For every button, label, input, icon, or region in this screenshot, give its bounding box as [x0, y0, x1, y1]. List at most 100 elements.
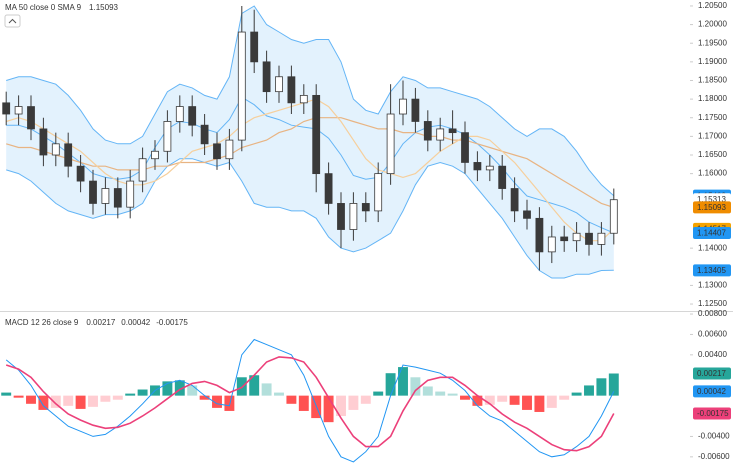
histogram-bar	[360, 395, 371, 404]
candle-body	[237, 31, 246, 141]
candle-body	[51, 143, 60, 156]
y-tick-label: -0.00600	[698, 452, 730, 461]
candle-body	[547, 236, 556, 253]
candle-body	[2, 102, 11, 115]
histogram-bar	[286, 395, 297, 404]
candle-body	[275, 76, 283, 93]
price-tag	[693, 407, 731, 420]
y-tick-label: 0.00400	[698, 350, 727, 359]
histogram-bar	[348, 395, 359, 410]
candle-body	[126, 180, 135, 208]
candle-body	[386, 113, 395, 175]
price-tag	[693, 264, 731, 277]
signal-line	[5, 356, 615, 452]
candle-body	[39, 128, 48, 156]
moving-average	[6, 98, 615, 242]
histogram-bar	[137, 389, 148, 396]
price-tag	[693, 226, 731, 239]
y-tick-label: 1.17000	[698, 131, 727, 140]
y-tick-label: 1.13000	[698, 281, 727, 290]
histogram-bar	[608, 373, 619, 396]
y-tick-label: 1.17500	[698, 113, 727, 122]
candle-body	[262, 61, 271, 93]
histogram-bar	[373, 391, 384, 396]
y-tick-label: 1.19000	[698, 57, 727, 66]
histogram-bar	[261, 383, 272, 396]
histogram-bar	[125, 393, 136, 396]
price-tag	[693, 367, 731, 380]
legend-value: -0.00175	[156, 318, 188, 327]
candle-body	[423, 121, 432, 141]
histogram-bar	[162, 381, 173, 396]
candle-body	[163, 121, 172, 152]
candle-body	[411, 98, 420, 122]
legend-value: 0.00042	[121, 318, 150, 327]
histogram-bar	[249, 375, 260, 396]
price-tag-label: 0.00217	[697, 369, 726, 378]
candle-body	[64, 143, 73, 167]
candle-body	[485, 165, 494, 171]
candle-body	[213, 143, 221, 160]
y-tick-label: 1.12500	[698, 299, 727, 308]
histogram-bar	[559, 395, 570, 400]
candle-body	[200, 124, 209, 145]
price-tag-label: 0.00042	[697, 387, 726, 396]
candle-body	[448, 128, 457, 134]
legend-label: MACD 12 26 close 9	[5, 318, 79, 327]
histogram-bar	[460, 395, 470, 400]
legend-value: 1.15093	[89, 3, 118, 12]
candle-body	[510, 188, 519, 212]
y-tick-label: 1.18500	[698, 76, 727, 85]
y-tick-label: 0.00600	[698, 330, 727, 339]
histogram-bar	[398, 367, 408, 396]
legend-value: 0.00217	[86, 318, 115, 327]
histogram-bar	[534, 395, 545, 412]
candle-body	[535, 217, 544, 253]
macd-line	[5, 338, 615, 463]
histogram-bar	[472, 395, 483, 406]
candle-body	[113, 188, 122, 208]
candle-body	[14, 106, 23, 115]
histogram-bar	[13, 395, 24, 398]
candle-body	[436, 128, 445, 141]
price-tag-label: 1.15093	[697, 203, 726, 212]
candle-body	[399, 98, 407, 115]
candle-body	[299, 94, 308, 104]
candle-body	[76, 165, 85, 182]
y-tick-label: 0.00800	[698, 309, 727, 318]
histogram-bar	[50, 395, 61, 408]
candle-body	[374, 173, 383, 212]
candle-body	[361, 203, 370, 212]
candle-body	[312, 94, 321, 175]
histogram-bar	[75, 395, 86, 409]
y-tick-label: -0.00400	[698, 432, 730, 441]
candle-body	[175, 106, 184, 122]
histogram-bar	[447, 393, 458, 396]
histogram-bar	[224, 395, 235, 411]
candle-body	[101, 188, 110, 204]
y-tick-label: 1.20000	[698, 20, 727, 29]
histogram-bar	[336, 395, 346, 417]
candle-body	[572, 232, 581, 242]
candle-body	[324, 173, 333, 204]
candle-body	[560, 236, 569, 242]
collapse-button[interactable]	[4, 14, 21, 28]
histogram-bar	[410, 377, 421, 396]
price-tag-label: -0.00175	[697, 409, 729, 418]
price-tag-label: 1.15313	[697, 195, 726, 204]
histogram-bar	[571, 392, 582, 396]
histogram-bar	[112, 395, 123, 400]
candle-body	[188, 106, 197, 126]
y-tick-label: 1.14000	[698, 243, 727, 252]
price-tag-label: 1.13405	[697, 266, 726, 275]
histogram-bar	[174, 380, 185, 396]
histogram-bar	[212, 395, 222, 408]
band-fill	[6, 6, 614, 278]
histogram-bar	[100, 395, 111, 402]
candle-body	[337, 203, 345, 230]
band-basis	[6, 96, 614, 234]
histogram-bar	[497, 395, 508, 402]
y-tick-label: 1.16000	[698, 169, 727, 178]
histogram-bar	[522, 395, 532, 410]
y-tick-label: 1.20500	[698, 1, 727, 10]
